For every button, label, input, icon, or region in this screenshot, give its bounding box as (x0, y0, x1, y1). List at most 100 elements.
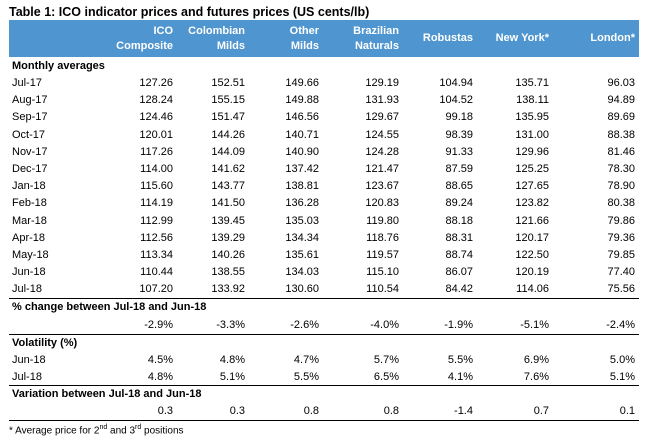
table-cell: 0.7 (533, 405, 549, 417)
table-cell: 91.33 (445, 145, 473, 158)
table-cell: 123.82 (515, 197, 549, 210)
row-label: Jun-18 (12, 354, 46, 366)
table-row: Oct-17 120.01 144.26 140.71 124.55 98.39 131.0… (9, 127, 639, 143)
row-label: Sep-17 (12, 111, 48, 124)
table-cell: 5.1% (219, 371, 245, 383)
table-cell: 4.1% (447, 371, 473, 383)
table-cell: 87.59 (445, 163, 473, 175)
table-cell: 115.10 (366, 266, 399, 279)
section-variation: Variation between Jul-18 and Jun-18 (9, 386, 639, 402)
table-cell: 79.36 (607, 231, 635, 244)
section-monthly-averages: Monthly averages (9, 58, 639, 74)
table-cell: 138.11 (516, 94, 549, 107)
table-cell: 121.66 (515, 214, 549, 227)
table-cell: 124.55 (365, 128, 399, 141)
table-cell: 129.96 (515, 145, 549, 158)
row-label: Mar-18 (12, 214, 47, 227)
col-ico-composite: ICO Composite (116, 24, 173, 52)
row-label: May-18 (12, 249, 49, 261)
table-cell: 122.50 (515, 249, 549, 261)
section-pct-change: % change between Jul-18 and Jun-18 (9, 299, 639, 315)
table-cell: 139.29 (211, 231, 245, 244)
table-cell: 88.74 (445, 249, 473, 261)
table-cell: 141.62 (211, 163, 245, 175)
table-cell: 88.65 (445, 180, 473, 193)
row-label: Dec-17 (12, 163, 48, 175)
table-cell: -2.4% (606, 319, 635, 331)
table-cell: 5.5% (293, 371, 319, 383)
row-label: Feb-18 (12, 197, 47, 210)
table-cell: 144.26 (211, 128, 245, 141)
section-volatility: Volatility (%) (9, 335, 639, 351)
divider (9, 420, 639, 421)
row-label: Jun-18 (12, 266, 46, 279)
table-row: Mar-18 112.99 139.45 135.03 119.80 88.18 121.6… (9, 213, 639, 229)
table-cell: 120.17 (515, 231, 549, 244)
table-cell: 7.6% (523, 371, 549, 383)
table-cell: -1.9% (444, 319, 473, 331)
divider (9, 298, 639, 299)
table-row: Aug-17 128.24 155.15 149.88 131.93 104.52 138.… (9, 92, 639, 108)
table-cell: 140.71 (285, 128, 319, 141)
table-cell: 135.03 (285, 214, 319, 227)
table-cell: 131.93 (365, 94, 399, 107)
table-cell: 129.67 (365, 111, 399, 124)
footnote: * Average price for 2nd and 3rd position… (9, 424, 184, 437)
table-cell: 134.03 (285, 266, 319, 279)
table-cell: 0.3 (157, 405, 173, 417)
table-cell: 110.44 (140, 266, 173, 279)
table-cell: 81.46 (607, 145, 635, 158)
table-cell: 5.0% (609, 354, 635, 366)
table-cell: 152.51 (211, 77, 245, 89)
table-row: Jun-18 110.44 138.55 134.03 115.10 86.07 120.1… (9, 264, 639, 280)
table-cell: 79.85 (607, 249, 635, 261)
table-cell: 114.19 (140, 197, 173, 210)
table-cell: 143.77 (211, 180, 245, 193)
table-row: Apr-18 112.56 139.29 134.34 118.76 88.31 120.1… (9, 230, 639, 246)
table-cell: 128.24 (139, 94, 173, 107)
table-cell: 94.89 (607, 94, 635, 107)
table-cell: 136.28 (285, 197, 319, 210)
table-row: Jun-18 4.5% 4.8% 4.7% 5.7% 5.5% 6.9% 5.0% (9, 352, 639, 368)
table-cell: 140.26 (211, 249, 245, 261)
table-cell: 135.61 (285, 249, 319, 261)
table-cell: 88.31 (445, 231, 473, 244)
table-cell: 137.42 (285, 163, 319, 175)
table-cell: 78.90 (607, 180, 635, 193)
table-cell: 4.8% (219, 354, 245, 366)
table-cell: 4.5% (147, 354, 173, 366)
row-label: Jul-17 (12, 77, 42, 89)
row-label: Oct-17 (12, 128, 46, 141)
table-row: Jul-18 4.8% 5.1% 5.5% 6.5% 4.1% 7.6% 5.1% (9, 369, 639, 385)
table-cell: 138.81 (285, 180, 319, 193)
table-cell: 134.34 (285, 231, 319, 244)
table-cell: 115.60 (140, 180, 173, 193)
row-label: Aug-17 (12, 94, 48, 107)
table-cell: 0.3 (229, 405, 245, 417)
table-cell: 107.20 (139, 283, 173, 296)
section-variation-label: Variation between Jul-18 and Jun-18 (12, 388, 202, 400)
table-cell: 96.03 (607, 77, 635, 89)
table-cell: 6.5% (373, 371, 399, 383)
col-robustas: Robustas (422, 32, 473, 44)
table-cell: 124.46 (139, 111, 173, 124)
col-other-milds: Other Milds (289, 24, 319, 52)
table-cell: 149.66 (285, 77, 319, 89)
table-cell: 118.76 (366, 231, 399, 244)
table-cell: 5.5% (447, 354, 473, 366)
table-row: May-18 113.34 140.26 135.61 119.57 88.74 122.5… (9, 247, 639, 263)
table-cell: 125.25 (515, 163, 549, 175)
table-cell: 88.18 (445, 214, 473, 227)
table-cell: 135.71 (515, 77, 549, 89)
table-cell: 6.9% (523, 354, 549, 366)
table-cell: 4.7% (293, 354, 319, 366)
row-label: Apr-18 (12, 231, 46, 244)
table-row: Sep-17 124.46 151.47 146.56 129.67 99.18 135.9… (9, 109, 639, 125)
table-cell: -2.6% (290, 319, 319, 331)
table-cell: 124.28 (365, 145, 399, 158)
table-cell: 113.34 (140, 249, 173, 261)
table-cell: 138.55 (211, 266, 245, 279)
table-cell: 80.38 (607, 197, 635, 210)
table-cell: -1.4 (454, 405, 473, 417)
